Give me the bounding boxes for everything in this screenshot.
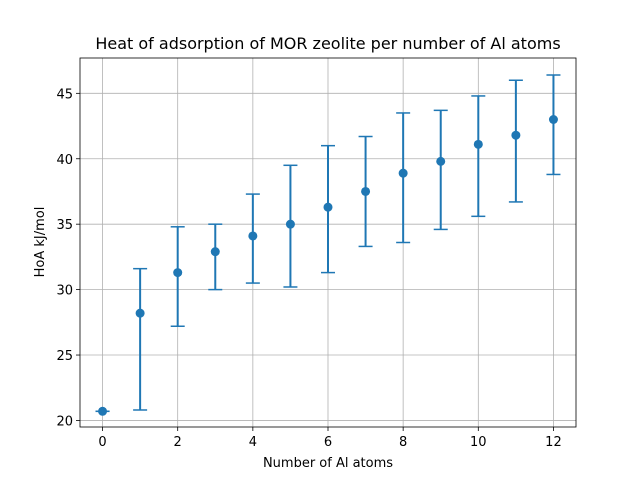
- data-points: [98, 115, 558, 416]
- x-axis-label: Number of Al atoms: [263, 456, 393, 471]
- data-point: [548, 115, 558, 124]
- data-point: [323, 202, 333, 212]
- x-tick-label: 12: [545, 435, 562, 450]
- x-tick-label: 2: [174, 435, 182, 450]
- data-point: [135, 308, 145, 318]
- data-point: [511, 130, 521, 140]
- data-point: [361, 186, 371, 196]
- x-tick-label: 0: [98, 435, 106, 450]
- x-tick-label: 4: [249, 435, 257, 450]
- data-point: [98, 406, 108, 416]
- data-point: [473, 139, 483, 149]
- data-point: [210, 247, 220, 257]
- x-tick-label: 10: [470, 435, 487, 450]
- y-tick-label: 40: [56, 153, 73, 168]
- x-tick-label: 8: [399, 435, 407, 450]
- data-point: [398, 168, 408, 178]
- y-tick-label: 20: [56, 414, 73, 429]
- y-tick-label: 35: [56, 218, 73, 233]
- chart-title: Heat of adsorption of MOR zeolite per nu…: [95, 34, 560, 53]
- y-tick-label: 25: [56, 349, 73, 364]
- x-tick-label: 6: [324, 435, 332, 450]
- data-point: [248, 231, 258, 241]
- y-tick-label: 30: [56, 284, 73, 299]
- y-axis-label: HoA kJ/mol: [33, 207, 48, 278]
- data-point: [285, 219, 295, 229]
- data-point: [436, 156, 446, 166]
- data-point: [173, 268, 183, 278]
- ticks: 0 2 4 6 8 10 12 20 25 30 35 40 45: [56, 87, 561, 450]
- y-tick-label: 45: [56, 87, 73, 102]
